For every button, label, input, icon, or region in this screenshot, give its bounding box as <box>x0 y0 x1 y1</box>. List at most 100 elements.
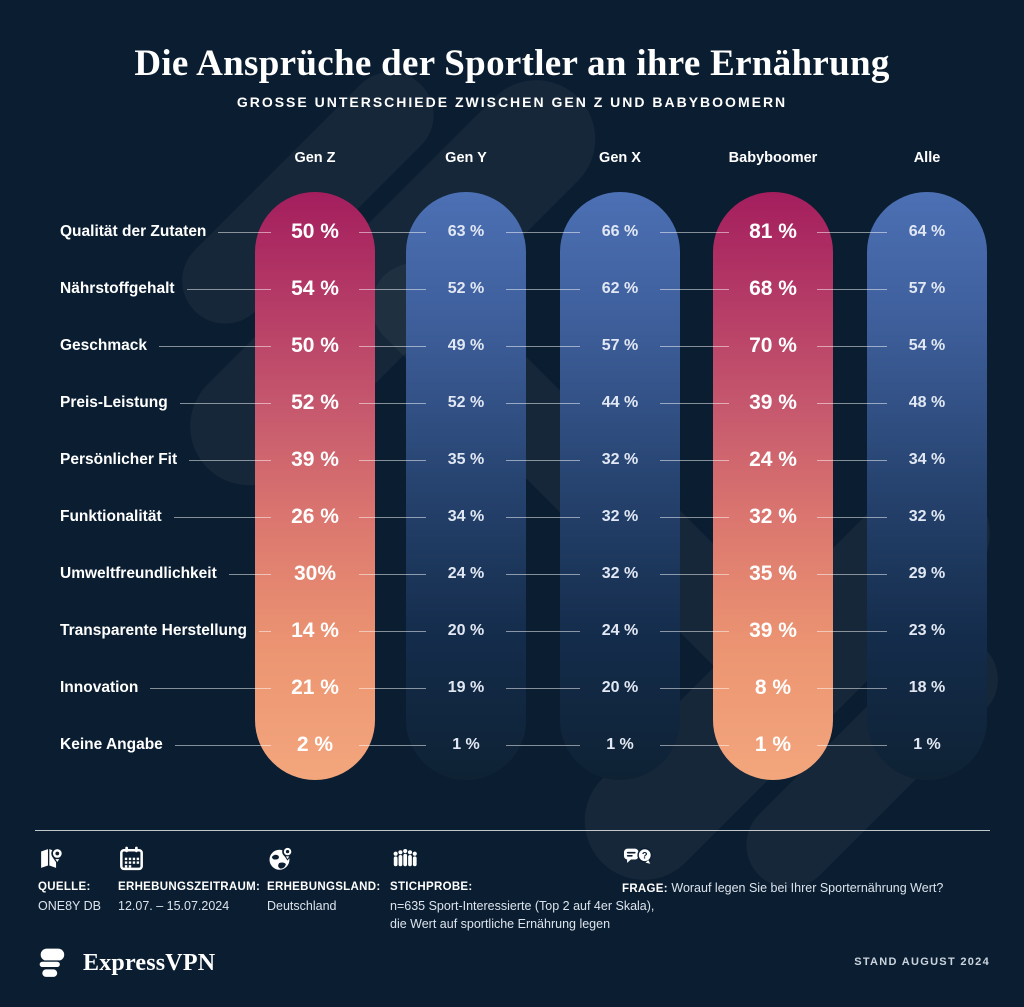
connector-line <box>218 231 271 233</box>
meta-value: Worauf legen Sie bei Ihrer Sporternährun… <box>671 881 944 895</box>
column-header: Gen Y <box>445 150 487 166</box>
connector-line <box>359 288 426 290</box>
connector-line <box>660 288 729 290</box>
value-cell: 20 % <box>601 679 639 696</box>
value-cell: 64 % <box>908 223 946 240</box>
row-label: Geschmack <box>60 337 148 354</box>
speech-question-icon: ? <box>623 847 653 864</box>
connector-line <box>173 516 271 518</box>
value-cell: 39 % <box>291 448 339 471</box>
connector-line <box>817 345 887 347</box>
value-cell: 24 % <box>447 565 485 582</box>
connector-line <box>817 516 887 518</box>
connector-line <box>174 744 271 746</box>
value-cell: 81 % <box>749 220 797 243</box>
meta-value: die Wert auf sportliche Ernährung legen <box>390 917 611 931</box>
value-cell: 21 % <box>291 676 339 699</box>
column-pill-gen-y <box>406 192 526 780</box>
connector-line <box>660 459 729 461</box>
value-cell: 49 % <box>447 337 485 354</box>
value-cell: 34 % <box>447 508 485 525</box>
table-row: Transparente Herstellung 14 % 20 % 24 % … <box>60 603 990 660</box>
row-label: Innovation <box>60 679 139 696</box>
value-cell: 57 % <box>601 337 639 354</box>
meta-value: n=635 Sport-Interessierte (Top 2 auf 4er… <box>390 899 655 913</box>
connector-line <box>506 345 580 347</box>
value-cell: 44 % <box>601 394 639 411</box>
row-label: Nährstoffgehalt <box>60 280 175 297</box>
connector-line <box>660 687 729 689</box>
people-icon <box>393 848 417 867</box>
table-row: Qualität der Zutaten 50 % 63 % 66 % 81 %… <box>60 204 990 261</box>
meta-country: ERHEBUNGSLAND: Deutschland <box>267 845 380 914</box>
connector-line <box>506 516 580 518</box>
value-cell: 32 % <box>601 508 639 525</box>
stand-date-label: STAND AUGUST 2024 <box>854 956 990 968</box>
connector-line <box>817 459 887 461</box>
connector-line <box>817 288 887 290</box>
column-header: Babyboomer <box>728 150 818 166</box>
connector-line <box>506 402 580 404</box>
value-cell: 1 % <box>913 736 941 753</box>
value-cell: 35 % <box>749 562 797 585</box>
connector-line <box>817 402 887 404</box>
meta-question: ? FRAGE: Worauf legen Sie bei Ihrer Spor… <box>622 845 943 895</box>
table-row: Geschmack 50 % 49 % 57 % 70 % 54 % <box>60 318 990 375</box>
value-cell: 66 % <box>601 223 639 240</box>
value-cell: 14 % <box>291 619 339 642</box>
value-cell: 20 % <box>447 622 485 639</box>
value-cell: 68 % <box>749 277 797 300</box>
value-cell: 2 % <box>296 733 334 756</box>
connector-line <box>359 459 426 461</box>
value-cell: 29 % <box>908 565 946 582</box>
connector-line <box>660 630 729 632</box>
connector-line <box>660 345 729 347</box>
connector-line <box>660 402 729 404</box>
footer-divider <box>35 830 990 831</box>
value-cell: 1 % <box>606 736 634 753</box>
value-cell: 50 % <box>291 220 339 243</box>
connector-line <box>506 744 580 746</box>
value-cell: 32 % <box>601 565 639 582</box>
connector-line <box>359 744 426 746</box>
meta-label: ERHEBUNGSLAND: <box>267 881 381 893</box>
meta-source: QUELLE: ONE8Y DB <box>38 845 101 914</box>
connector-line <box>660 516 729 518</box>
value-cell: 32 % <box>601 451 639 468</box>
connector-line <box>159 345 271 347</box>
table-row: Nährstoffgehalt 54 % 52 % 62 % 68 % 57 % <box>60 261 990 318</box>
connector-line <box>817 231 887 233</box>
value-cell: 32 % <box>749 505 797 528</box>
value-cell: 32 % <box>908 508 946 525</box>
connector-line <box>660 744 729 746</box>
connector-line <box>506 573 580 575</box>
value-cell: 24 % <box>749 448 797 471</box>
meta-question-text: FRAGE: Worauf legen Sie bei Ihrer Sporte… <box>622 881 943 895</box>
connector-line <box>506 687 580 689</box>
brand-lockup: ExpressVPN <box>38 946 215 980</box>
value-cell: 8 % <box>754 676 792 699</box>
table-row: Preis-Leistung 52 % 52 % 44 % 39 % 48 % <box>60 375 990 432</box>
value-cell: 30% <box>293 562 337 585</box>
column-header: Gen X <box>599 150 641 166</box>
connector-line <box>228 573 271 575</box>
value-cell: 63 % <box>447 223 485 240</box>
value-cell: 1 % <box>452 736 480 753</box>
connector-line <box>506 231 580 233</box>
connector-line <box>186 288 271 290</box>
row-label: Qualität der Zutaten <box>60 223 207 240</box>
row-label: Funktionalität <box>60 508 162 525</box>
value-cell: 57 % <box>908 280 946 297</box>
connector-line <box>817 744 887 746</box>
value-cell: 54 % <box>291 277 339 300</box>
connector-line <box>359 402 426 404</box>
connector-line <box>359 687 426 689</box>
value-cell: 34 % <box>908 451 946 468</box>
value-cell: 19 % <box>447 679 485 696</box>
table-row: Keine Angabe 2 % 1 % 1 % 1 % 1 % <box>60 717 990 774</box>
row-label: Preis-Leistung <box>60 394 168 411</box>
connector-line <box>817 687 887 689</box>
svg-text:?: ? <box>642 851 648 861</box>
connector-line <box>258 630 271 632</box>
